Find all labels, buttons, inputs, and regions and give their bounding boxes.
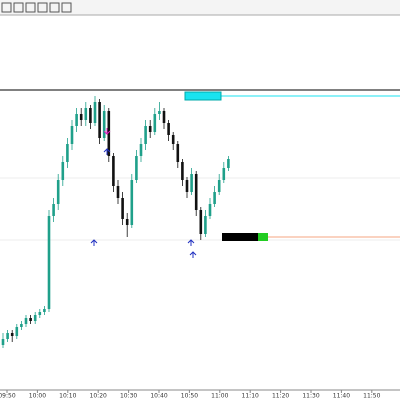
sell-arrow — [103, 128, 111, 135]
candle-body — [107, 111, 111, 156]
x-tick-label: 11:00 — [211, 393, 228, 400]
candle-body — [38, 312, 42, 315]
x-tick-label: 11:20 — [272, 393, 289, 400]
tool-icon[interactable] — [1, 2, 12, 13]
candle-body — [130, 180, 134, 225]
x-tick-label: 10:20 — [90, 393, 107, 400]
tool-icon[interactable] — [37, 2, 48, 13]
tool-icon[interactable] — [13, 2, 24, 13]
candle-body — [93, 102, 97, 123]
candle-body — [1, 339, 5, 345]
candle-body — [52, 204, 55, 216]
x-tick-label: 10:00 — [29, 393, 46, 400]
candle-body — [33, 315, 37, 321]
buy-arrow — [187, 239, 195, 246]
candle-body — [79, 114, 83, 120]
candle-body — [194, 174, 198, 210]
x-tick-label: 10:10 — [59, 393, 76, 400]
candle-body — [185, 180, 189, 192]
candle-body — [167, 123, 170, 135]
tool-icon[interactable] — [25, 2, 36, 13]
x-tick-label: 11:50 — [363, 393, 380, 400]
toolbar — [0, 0, 400, 16]
candle-body — [89, 108, 92, 123]
x-tick-label: 10:30 — [120, 393, 137, 400]
candle-body — [171, 135, 175, 144]
candle-body — [61, 162, 65, 180]
candle-body — [66, 144, 69, 162]
x-tick-label: 10:40 — [150, 393, 167, 400]
plot: 09:50 10:00 10:10 10:20 10:30 10:40 10:50 11:00… — [0, 91, 400, 400]
signals — [90, 128, 197, 258]
candle-body — [47, 216, 51, 309]
candle-body — [10, 333, 14, 336]
candle-body — [144, 126, 147, 144]
buy-arrow — [189, 251, 197, 258]
candle-body — [217, 180, 221, 192]
candle-body — [199, 210, 203, 234]
candle-body — [84, 108, 88, 120]
candle-body — [190, 174, 193, 192]
x-tick-label: 10:50 — [181, 393, 198, 400]
candle-body — [75, 114, 78, 126]
candle-body — [24, 318, 28, 324]
candle-body — [56, 180, 60, 204]
candle-body — [139, 144, 143, 156]
candle-body — [158, 111, 161, 114]
toolbar-bg — [0, 0, 400, 15]
candle-body — [29, 318, 32, 321]
candle-body — [135, 156, 138, 180]
x-tick-label: 11:10 — [242, 393, 259, 400]
candle-body — [204, 216, 207, 234]
candle-body — [70, 126, 74, 144]
tool-icon[interactable] — [49, 2, 60, 13]
candle-body — [213, 192, 216, 204]
candle-body — [116, 186, 120, 198]
level-tag — [184, 91, 222, 101]
candle-body — [112, 156, 115, 186]
candle-body — [222, 168, 226, 180]
candle-body — [43, 309, 46, 312]
level-tag — [222, 233, 258, 241]
x-tick-label: 09:50 — [0, 393, 16, 400]
candle-body — [153, 114, 157, 132]
candle-body — [162, 111, 166, 123]
candle-body — [20, 324, 23, 327]
candle-body — [102, 111, 106, 138]
candle-body — [148, 126, 152, 132]
candle-body — [208, 204, 212, 216]
buy-arrow — [103, 148, 111, 155]
candle-body — [125, 219, 129, 225]
level-tag — [258, 233, 268, 241]
candle-body — [121, 198, 124, 219]
candle-body — [15, 327, 19, 336]
candle-body — [6, 333, 9, 339]
buy-arrow — [90, 239, 98, 246]
x-tick-label: 11:30 — [302, 393, 319, 400]
tool-icon[interactable] — [61, 2, 72, 13]
candle-body — [181, 162, 184, 180]
x-tick-label: 11:40 — [333, 393, 350, 400]
candle-body — [176, 144, 180, 162]
candle-body — [227, 159, 230, 168]
candle-body — [98, 102, 101, 138]
